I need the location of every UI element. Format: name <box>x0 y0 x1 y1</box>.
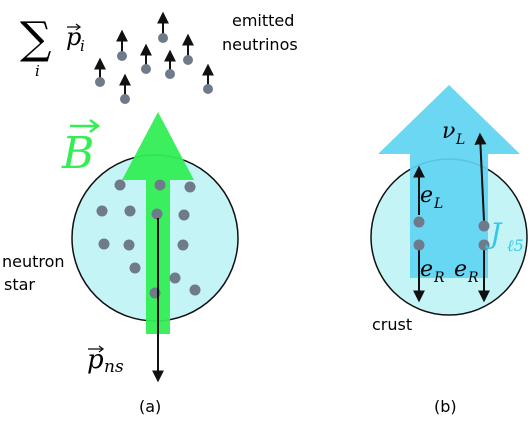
emitted-label-line2: neutrinos <box>222 35 298 54</box>
neutrino <box>116 29 128 61</box>
neutron-dot <box>98 238 110 250</box>
p-ns-sub: ns <box>104 357 124 377</box>
neutron-dot <box>154 179 166 191</box>
e-R-right-label: e <box>454 257 467 282</box>
electron-dot <box>413 239 425 251</box>
neutrino <box>140 43 152 74</box>
e-R-right-sub: R <box>467 270 479 286</box>
panel-b-caption: (b) <box>434 397 457 416</box>
neutrino <box>202 63 214 94</box>
electron-dot <box>478 220 490 232</box>
e-L-label: e <box>420 183 433 208</box>
panel-a-caption: (a) <box>139 397 161 416</box>
sum-sigma: ∑ <box>20 13 51 64</box>
neutron-dot <box>96 205 108 217</box>
J-label: J <box>485 217 503 250</box>
b-vec-arrowhead <box>89 119 101 133</box>
nu-L-sub: L <box>455 132 465 148</box>
neutrino <box>119 73 131 104</box>
neutrino <box>164 49 176 79</box>
panel-b: ν L e L e R e R J ℓ5 crust (b) <box>370 85 528 416</box>
sum-momenta-label: ∑ i p i <box>20 13 85 80</box>
neutrino <box>94 57 106 87</box>
sum-sub: i <box>80 37 85 55</box>
neutron-dot <box>123 239 135 251</box>
p-ns-label: p <box>87 345 104 375</box>
sum-vec-arrowhead <box>75 23 82 31</box>
e-R-left-label: e <box>420 257 433 282</box>
neutron-dot <box>129 262 141 274</box>
neutron-dot <box>114 179 126 191</box>
J-sub: ℓ5 <box>507 236 524 255</box>
e-L-sub: L <box>433 196 443 212</box>
b-field-label: B <box>61 128 94 179</box>
sum-index: i <box>35 62 40 80</box>
neutron-dot <box>178 209 190 221</box>
p-ns-vec-arrowhead <box>98 345 105 353</box>
neutron-dot <box>124 205 136 217</box>
neutrino <box>157 11 169 43</box>
neutron-label-line2: star <box>4 275 35 294</box>
neutron-dot <box>177 239 189 251</box>
neutron-dot <box>151 208 163 220</box>
crust-label: crust <box>372 315 412 334</box>
electron-dot <box>478 239 490 251</box>
e-R-left-sub: R <box>433 270 445 286</box>
nu-L-label: ν <box>442 119 455 144</box>
neutron-label-line1: neutron <box>2 252 65 271</box>
neutron-dot <box>169 272 181 284</box>
electron-dot <box>413 216 425 228</box>
panel-a: ∑ i p i emitted neutrinos B <box>2 11 298 416</box>
emitted-neutrinos <box>94 11 214 104</box>
neutrino <box>182 33 194 65</box>
neutron-dot <box>184 181 196 193</box>
sum-vec-p: p <box>66 23 81 51</box>
neutron-dot <box>189 284 201 296</box>
nu-L-arrow <box>474 132 487 222</box>
emitted-label-line1: emitted <box>232 11 294 30</box>
